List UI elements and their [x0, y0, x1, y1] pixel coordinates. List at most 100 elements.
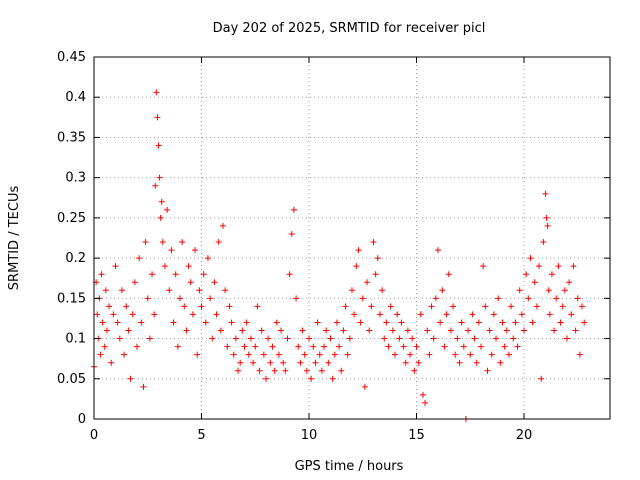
data-point: [473, 359, 480, 366]
data-point: [546, 311, 553, 318]
data-point: [540, 239, 547, 246]
data-point: [576, 351, 583, 358]
data-point: [245, 351, 252, 358]
data-point: [514, 343, 521, 350]
data-point: [385, 343, 392, 350]
y-tick-label: 0: [78, 412, 86, 427]
data-point: [321, 343, 328, 350]
data-point: [428, 303, 435, 310]
data-point: [129, 311, 136, 318]
data-point: [98, 271, 105, 278]
data-point: [323, 327, 330, 334]
data-point: [471, 335, 478, 342]
data-point: [155, 142, 162, 149]
data-point: [146, 335, 153, 342]
data-point: [437, 319, 444, 326]
data-point: [396, 335, 403, 342]
data-points: [91, 89, 588, 422]
data-point: [127, 375, 134, 382]
data-point: [157, 214, 164, 221]
data-point: [542, 190, 549, 197]
data-point: [533, 303, 540, 310]
data-point: [424, 327, 431, 334]
data-point: [411, 367, 418, 374]
y-tick-label: 0.2: [65, 251, 86, 266]
data-point: [435, 247, 441, 254]
data-point: [523, 271, 530, 278]
data-point: [136, 255, 143, 262]
data-point: [413, 343, 420, 350]
data-point: [486, 327, 493, 334]
data-point: [125, 327, 132, 334]
data-point: [252, 343, 259, 350]
data-point: [501, 343, 508, 350]
data-point: [177, 295, 183, 302]
data-point: [376, 311, 383, 318]
data-point: [247, 335, 254, 342]
data-point: [355, 247, 362, 254]
data-point: [527, 255, 534, 262]
data-point: [288, 230, 295, 237]
data-point: [198, 303, 205, 310]
data-point: [254, 303, 261, 310]
data-point: [256, 367, 263, 374]
data-point: [544, 222, 551, 229]
data-point: [574, 295, 581, 302]
x-axis-label: GPS time / hours: [295, 459, 404, 474]
data-point: [400, 343, 407, 350]
data-point: [353, 263, 360, 270]
data-point: [454, 335, 461, 342]
data-point: [200, 271, 207, 278]
data-point: [336, 343, 343, 350]
data-point: [189, 311, 196, 318]
grid: [94, 57, 610, 419]
data-point: [284, 335, 291, 342]
data-point: [224, 343, 231, 350]
data-point: [497, 359, 504, 366]
data-point: [241, 343, 248, 350]
data-point: [536, 263, 543, 270]
data-point: [209, 335, 216, 342]
data-point: [516, 287, 523, 294]
data-point: [342, 303, 349, 310]
y-tick-label: 0.45: [57, 50, 86, 65]
data-point: [349, 287, 355, 294]
data-point: [566, 279, 573, 286]
data-point: [220, 222, 226, 229]
data-point: [475, 319, 482, 326]
data-point: [452, 351, 459, 358]
x-tick-label: 20: [516, 428, 533, 443]
x-tick-label: 15: [408, 428, 425, 443]
data-point: [529, 319, 536, 326]
data-point: [445, 271, 452, 278]
data-point: [495, 295, 502, 302]
data-point: [415, 359, 422, 366]
data-point: [280, 359, 287, 366]
data-point: [282, 367, 289, 374]
data-point: [467, 351, 474, 358]
data-point: [439, 287, 446, 294]
data-point: [387, 303, 394, 310]
data-point: [310, 343, 317, 350]
data-point: [154, 114, 161, 121]
data-point: [469, 311, 476, 318]
data-point: [441, 343, 448, 350]
data-point: [361, 383, 368, 390]
data-point: [138, 319, 145, 326]
data-point: [359, 295, 366, 302]
data-point: [258, 327, 265, 334]
data-point: [559, 303, 566, 310]
data-point: [553, 295, 560, 302]
data-point: [232, 335, 239, 342]
y-tick-label: 0.3: [65, 171, 86, 186]
data-point: [407, 351, 414, 358]
y-tick-label: 0.25: [57, 211, 86, 226]
data-point: [226, 303, 233, 310]
data-point: [368, 303, 375, 310]
data-point: [572, 327, 579, 334]
data-point: [374, 255, 381, 262]
data-point: [174, 343, 181, 350]
data-point: [419, 391, 426, 398]
data-point: [389, 327, 396, 334]
